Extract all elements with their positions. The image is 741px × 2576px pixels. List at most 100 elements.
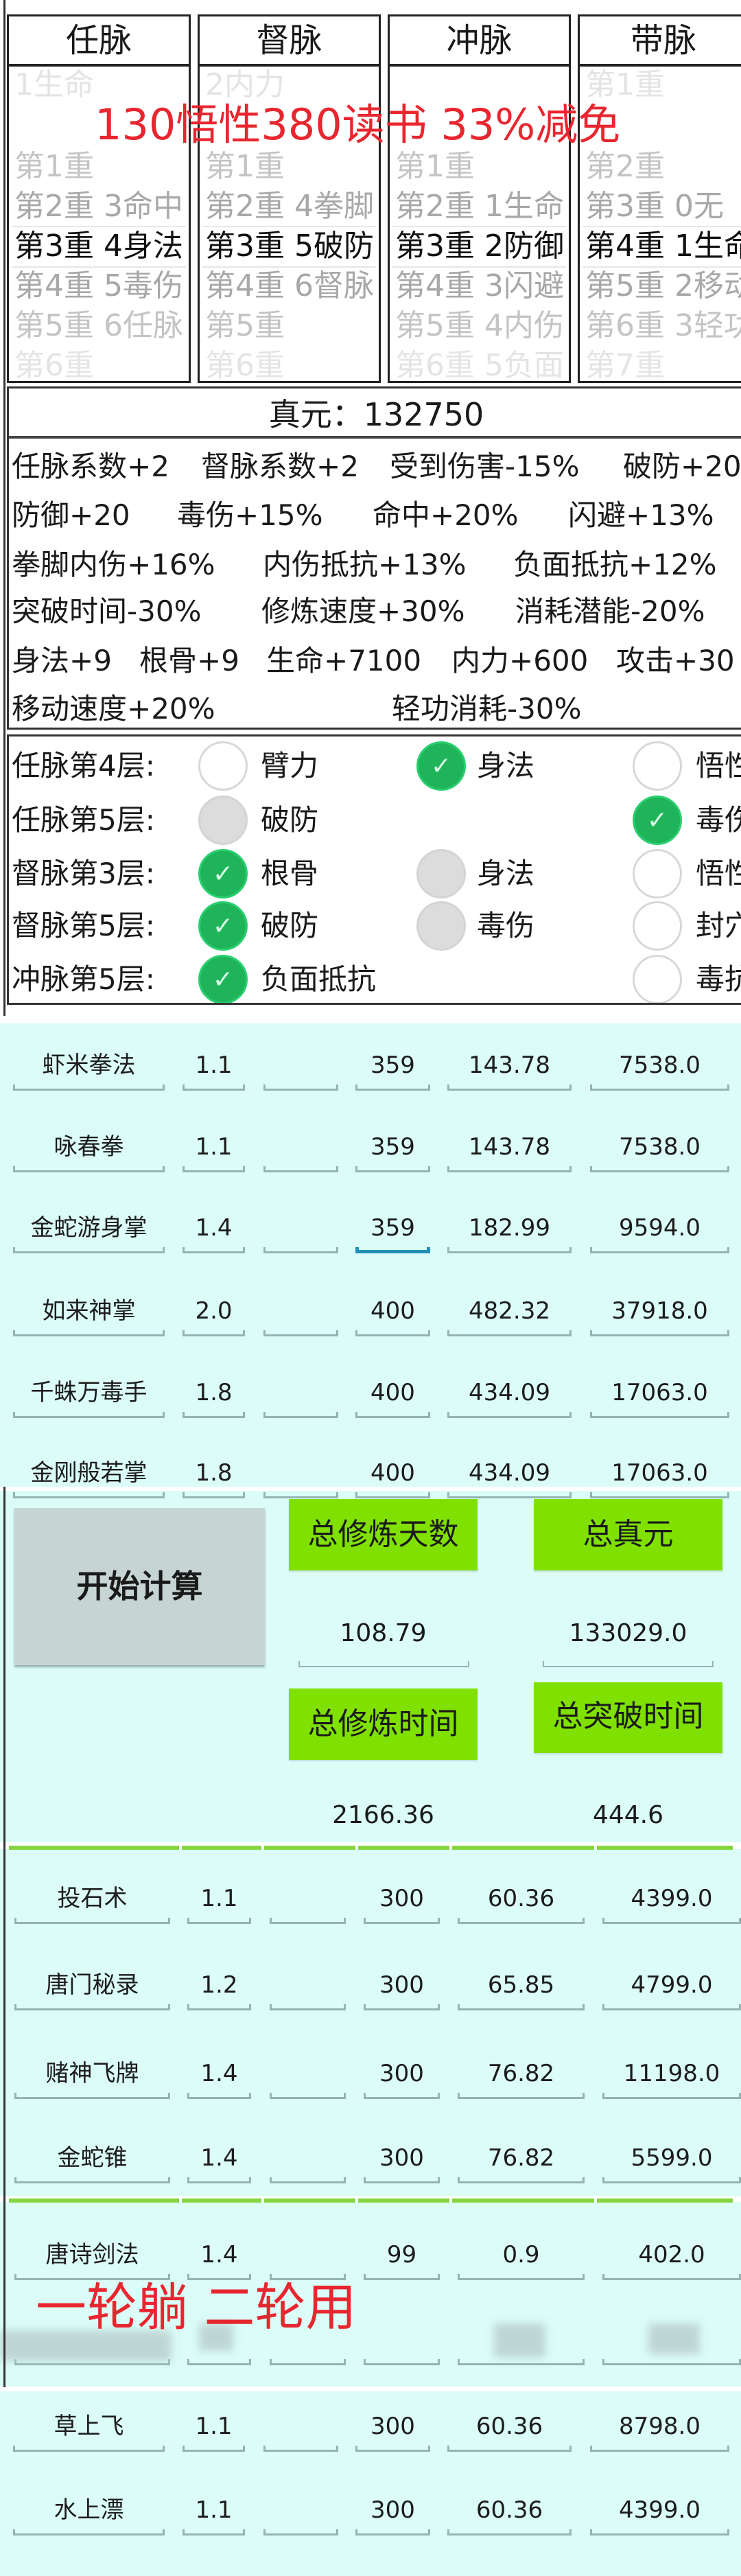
qinggong-skill-cell[interactable]: 300 <box>370 2413 415 2440</box>
sword-skill-cell[interactable]: 402.0 <box>638 2241 705 2268</box>
picker-item[interactable]: 第6重 <box>14 348 94 383</box>
total-time-button[interactable]: 总修炼时间 <box>289 1689 478 1760</box>
picker-item[interactable]: 第5重 4内伤 <box>395 308 564 343</box>
fist-skill-cell[interactable]: 359 <box>370 1052 415 1079</box>
picker-item[interactable]: 第6重 <box>205 348 285 383</box>
checkbox-checked[interactable]: ✓ <box>198 901 248 951</box>
picker-selected-item[interactable]: 第3重 5破防 <box>205 229 374 264</box>
picker-item[interactable]: 第1重 <box>205 149 285 184</box>
throw-skill-cell[interactable]: 4399.0 <box>631 1885 713 1912</box>
fist-skill-cell[interactable]: 143.78 <box>469 1133 550 1161</box>
qinggong-skill-cell[interactable]: 1.1 <box>195 2496 233 2524</box>
fist-skill-cell[interactable]: 17063.0 <box>611 1459 708 1487</box>
throw-skill-cell[interactable]: 5599.0 <box>631 2144 713 2172</box>
fist-skill-cell[interactable]: 1.4 <box>195 1214 233 1242</box>
picker-item[interactable]: 第4重 5毒伤 <box>14 268 183 303</box>
total-breakthrough-button[interactable]: 总突破时间 <box>534 1682 722 1753</box>
throw-skill-cell[interactable]: 1.1 <box>200 1885 238 1912</box>
picker-item[interactable]: 第1重 <box>585 67 665 102</box>
picker-item[interactable]: 第4重 6督脉 <box>205 268 374 303</box>
qinggong-skill-cell[interactable]: 60.36 <box>475 2413 543 2440</box>
picker-selected-item[interactable]: 第4重 1生命 <box>585 229 741 264</box>
meridian-picker-2[interactable]: 督脉 2内力 第1重 第2重 4拳脚 第3重 5破防 第4重 6督脉 第5重 第6重 <box>198 14 381 383</box>
picker-item[interactable]: 第5重 6任脉 <box>14 308 183 343</box>
qinggong-skill-cell[interactable]: 60.36 <box>475 2496 543 2524</box>
green-divider <box>597 1846 733 1850</box>
total-days-button[interactable]: 总修炼天数 <box>289 1499 478 1570</box>
fist-skill-cell[interactable]: 400 <box>370 1297 415 1325</box>
picker-item[interactable]: 第6重 3轻功 <box>585 308 741 343</box>
throw-skill-cell[interactable]: 300 <box>379 2144 424 2172</box>
picker-item[interactable]: 第6重 5负面 <box>395 348 564 383</box>
fist-skill-cell[interactable]: 37918.0 <box>611 1297 708 1325</box>
picker-item[interactable]: 2内力 <box>205 67 285 102</box>
fist-skill-cell[interactable]: 400 <box>370 1459 415 1487</box>
fist-skill-cell[interactable]: 7538.0 <box>619 1052 701 1079</box>
fist-skill-cell[interactable]: 1.8 <box>195 1459 233 1487</box>
throw-skill-cell[interactable]: 11198.0 <box>623 2060 720 2087</box>
throw-skill-cell[interactable]: 1.4 <box>200 2060 238 2087</box>
throw-skill-cell[interactable]: 76.82 <box>487 2144 555 2172</box>
picker-item[interactable]: 第2重 <box>585 149 665 184</box>
checkbox-checked[interactable]: ✓ <box>416 741 466 791</box>
meridian-picker-4[interactable]: 带脉 第1重 第2重 第3重 0无 第4重 1生命 第5重 2移动 第6重 3轻功 第7重 <box>578 14 741 383</box>
fist-skill-cell[interactable]: 7538.0 <box>619 1133 701 1161</box>
fist-skill-cell[interactable]: 359 <box>370 1133 415 1161</box>
qinggong-skill-cell[interactable]: 1.1 <box>195 2413 233 2440</box>
sword-skill-cell[interactable]: 0.9 <box>502 2241 540 2268</box>
fist-skill-cell[interactable]: 182.99 <box>469 1214 550 1242</box>
fist-skill-cell[interactable]: 1.1 <box>195 1052 233 1079</box>
checkbox-checked[interactable]: ✓ <box>198 849 248 898</box>
qinggong-skill-cell[interactable]: 8798.0 <box>619 2413 701 2440</box>
throw-skill-cell[interactable]: 60.36 <box>487 1885 555 1912</box>
checkbox-unchecked[interactable] <box>633 849 682 898</box>
picker-item[interactable]: 第5重 2移动 <box>585 268 741 303</box>
fist-skill-cell[interactable]: 400 <box>370 1379 415 1406</box>
picker-item[interactable]: 第7重 <box>585 348 665 383</box>
checkbox-unchecked[interactable] <box>633 955 682 1003</box>
checkbox-unchecked[interactable] <box>633 741 682 791</box>
throw-skill-cell[interactable]: 300 <box>379 1971 424 1999</box>
picker-item[interactable]: 第3重 0无 <box>585 189 724 224</box>
picker-item[interactable]: 第4重 3闪避 <box>395 268 564 303</box>
picker-selected-item[interactable]: 第3重 2防御 <box>395 229 564 264</box>
checkbox-unchecked[interactable] <box>198 741 248 791</box>
checkbox-unchecked[interactable] <box>633 901 682 951</box>
fist-skill-cell[interactable]: 17063.0 <box>611 1379 708 1406</box>
picker-item[interactable]: 第1重 <box>395 149 475 184</box>
fist-skill-cell[interactable]: 2.0 <box>195 1297 233 1325</box>
picker-item[interactable]: 第5重 <box>205 308 285 343</box>
sword-skill-cell[interactable]: 1.4 <box>200 2241 238 2268</box>
picker-selected-item[interactable]: 第3重 4身法 <box>14 229 183 264</box>
fist-skill-cell[interactable]: 434.09 <box>469 1379 550 1406</box>
throw-skill-cell[interactable]: 4799.0 <box>631 1971 713 1999</box>
checkbox-checked[interactable]: ✓ <box>198 955 248 1003</box>
picker-item[interactable]: 1生命 <box>14 67 94 102</box>
fist-skill-cell[interactable]: 143.78 <box>469 1052 550 1079</box>
sword-skill-cell[interactable]: 99 <box>386 2241 417 2268</box>
fist-skill-cell[interactable]: 434.09 <box>469 1459 550 1487</box>
picker-item[interactable]: 第2重 1生命 <box>395 189 564 224</box>
throw-skill-cell[interactable]: 300 <box>379 2060 424 2087</box>
throw-skill-cell[interactable]: 65.85 <box>487 1971 555 1999</box>
fist-skill-cell[interactable]: 1.8 <box>195 1379 233 1406</box>
start-calculation-button[interactable]: 开始计算 <box>14 1508 265 1665</box>
qinggong-skill-cell[interactable]: 4399.0 <box>619 2496 701 2524</box>
throw-skill-cell[interactable]: 1.4 <box>200 2144 238 2172</box>
throw-skill-cell[interactable]: 300 <box>379 1885 424 1912</box>
total-zhenyuan-button[interactable]: 总真元 <box>534 1499 722 1570</box>
meridian-picker-1[interactable]: 任脉 1生命 第1重 第2重 3命中 第3重 4身法 第4重 5毒伤 第5重 6任脉 第6重 <box>7 14 191 383</box>
picker-item[interactable]: 第2重 4拳脚 <box>205 189 374 224</box>
picker-item[interactable]: 第1重 <box>14 149 94 184</box>
picker-item[interactable]: 第2重 3命中 <box>14 189 183 224</box>
fist-skill-cell[interactable]: 482.32 <box>469 1297 550 1325</box>
throw-skill-cell[interactable]: 1.2 <box>200 1971 238 1999</box>
meridian-picker-3[interactable]: 冲脉 第1重 第2重 1生命 第3重 2防御 第4重 3闪避 第5重 4内伤 第6重 5负面 <box>388 14 571 383</box>
throw-skill-cell[interactable]: 76.82 <box>487 2060 555 2087</box>
qinggong-skill-cell[interactable]: 300 <box>370 2496 415 2524</box>
checkmark-icon: ✓ <box>212 859 234 888</box>
checkbox-checked[interactable]: ✓ <box>633 796 682 845</box>
fist-skill-cell[interactable]: 9594.0 <box>619 1214 701 1242</box>
fist-skill-cell[interactable]: 359 <box>370 1214 415 1242</box>
fist-skill-cell[interactable]: 1.1 <box>195 1133 233 1161</box>
